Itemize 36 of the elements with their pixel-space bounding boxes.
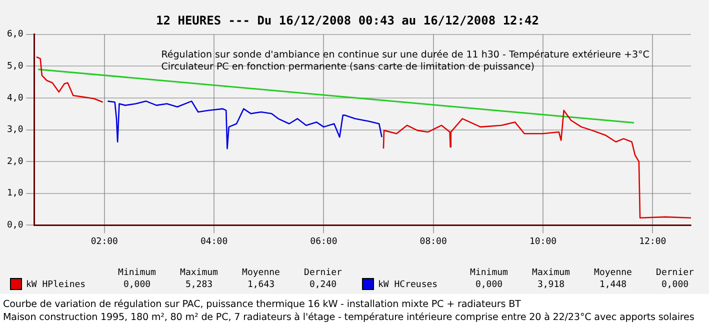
y-tick-label: 0,0 [6, 220, 24, 231]
text: Maximum [532, 268, 570, 278]
x-tick-label: 06:00 [310, 236, 338, 247]
text: 1,448 [598, 280, 628, 290]
legend-label: kW HCreuses [378, 280, 439, 290]
text: Moyenne [241, 268, 281, 278]
text: Minimum [470, 268, 508, 278]
x-tick-label: 10:00 [529, 236, 557, 247]
y-tick-label: 1,0 [6, 188, 24, 199]
text: 0,000 [660, 280, 690, 290]
y-tick-label: 4,0 [6, 93, 24, 104]
text: 5,283 [184, 280, 214, 290]
text: Maximum [179, 268, 219, 278]
chart-title: 12 HEURES --- Du 16/12/2008 00:43 au 16/12/2008 12:42 [156, 13, 539, 28]
y-tick-label: 2,0 [6, 156, 24, 167]
x-tick-label: 04:00 [200, 236, 228, 247]
annotation: Circulateur PC en fonction permanente (sans carte de limitation de puissance) [161, 62, 534, 73]
y-tick-label: 6,0 [6, 30, 24, 40]
text: 0,000 [474, 280, 504, 290]
x-tick-label: 02:00 [90, 236, 118, 247]
text: Dernier [303, 268, 343, 278]
y-tick-label: 5,0 [6, 62, 24, 72]
x-tick-label: 12:00 [639, 236, 666, 247]
text: Courbe de variation de régulation sur PAC, puissance thermique 16 kW - installation mixte PC + radiateurs BT [3, 298, 522, 311]
text: Maison construction 1995, 180 m², 80 m² de PC, 7 radiateurs à l'étage - température intérieure comprise entre 20 à 22/23°C avec apports solaires [3, 311, 696, 324]
text: Dernier [656, 268, 694, 278]
text: 0,000 [122, 280, 152, 290]
annotation: Régulation sur sonde d'ambiance en continue sur une durée de 11 h30 - Température extérieure +3°C [161, 50, 650, 61]
text: 1,643 [246, 280, 276, 290]
text: 3,918 [536, 280, 566, 290]
y-tick-label: 3,0 [6, 125, 24, 136]
text: 0,240 [308, 280, 338, 290]
x-tick-label: 08:00 [420, 236, 447, 247]
text: Minimum [117, 268, 157, 278]
text: Moyenne [594, 268, 632, 278]
legend-label: kW HPleines [26, 280, 87, 290]
